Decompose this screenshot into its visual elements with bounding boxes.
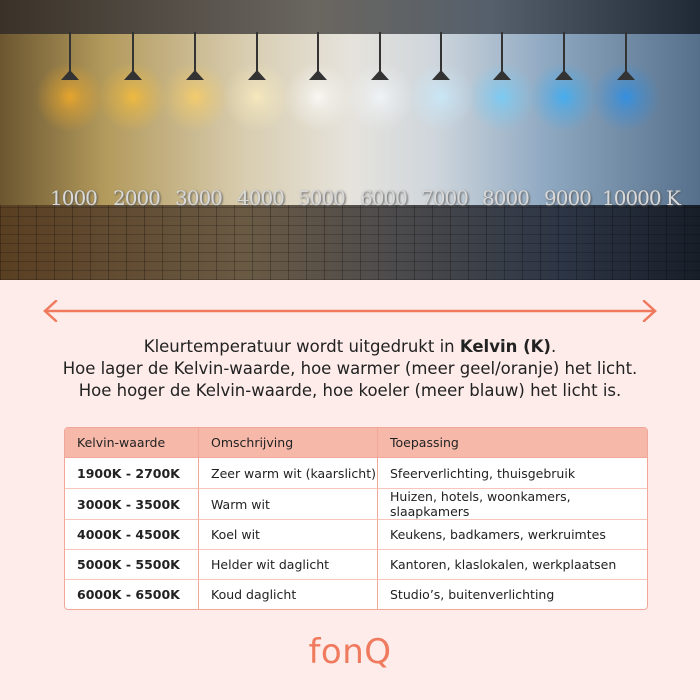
lamp-shade (555, 70, 573, 80)
lamp-shade (432, 70, 450, 80)
lamp-cord (132, 32, 134, 74)
floor (0, 205, 700, 280)
cell-kelvin: 5000K - 5500K (65, 549, 198, 579)
cell-description: Warm wit (198, 488, 377, 519)
cell-description: Zeer warm wit (kaarslicht) (198, 458, 377, 488)
lamp-cord (625, 32, 627, 74)
ceiling (0, 0, 700, 34)
table-row: 4000K - 4500K Koel wit Keukens, badkamers,… (65, 519, 647, 549)
header-description: Omschrijving (198, 428, 377, 458)
kelvin-scale-label: 1000 (50, 186, 98, 210)
lamp-shade (124, 70, 142, 80)
table-row: 3000K - 3500K Warm wit Huizen, hotels, woo… (65, 488, 647, 519)
lamp-cord (317, 32, 319, 74)
header-kelvin: Kelvin-waarde (65, 428, 198, 458)
cell-description: Koel wit (198, 519, 377, 549)
intro-line-3: Hoe hoger de Kelvin-waarde, hoe koeler (… (78, 381, 622, 400)
cell-application: Keukens, badkamers, werkruimtes (377, 519, 647, 549)
kelvin-scale-label: 2000 (113, 186, 161, 210)
kelvin-scale-label: 9000 (544, 186, 592, 210)
lamp-shade (493, 70, 511, 80)
lamp-cord (501, 32, 503, 74)
kelvin-table: Kelvin-waarde Omschrijving Toepassing 19… (64, 427, 648, 610)
fonq-logo: fonQ (308, 632, 392, 672)
kelvin-scale-label: 5000 (298, 186, 346, 210)
lamp-cord (256, 32, 258, 74)
lamp-cord (194, 32, 196, 74)
cell-kelvin: 1900K - 2700K (77, 465, 180, 481)
lamp-shade (61, 70, 79, 80)
lamp-shade (309, 70, 327, 80)
cell-application: Kantoren, klaslokalen, werkplaatsen (377, 549, 647, 579)
lamp-shade (248, 70, 266, 80)
double-arrow-icon (43, 300, 657, 322)
cell-description: Koud daglicht (198, 579, 377, 609)
intro-line-2: Hoe lager de Kelvin-waarde, hoe warmer (… (62, 359, 638, 378)
cell-description: Helder wit daglicht (198, 549, 377, 579)
lamp-shade (186, 70, 204, 80)
cell-application: Studio’s, buitenverlichting (377, 579, 647, 609)
lamp-cord (563, 32, 565, 74)
table-row: 1900K - 2700K Zeer warm wit (kaarslicht) S… (65, 458, 647, 488)
kelvin-scale-label: 4000 (237, 186, 285, 210)
cell-kelvin: 4000K - 4500K (65, 519, 198, 549)
lamp-shade (371, 70, 389, 80)
intro-line-1: Kleurtemperatuur wordt uitgedrukt in (143, 337, 460, 356)
kelvin-scale-label: 3000 (175, 186, 223, 210)
header-application: Toepassing (377, 428, 647, 458)
intro-text: Kleurtemperatuur wordt uitgedrukt in Kel… (0, 336, 700, 402)
table-row: 5000K - 5500K Helder wit daglicht Kantoren… (65, 549, 647, 579)
lamp-cord (379, 32, 381, 74)
kelvin-bold: Kelvin (K) (459, 337, 551, 356)
color-temperature-photo: 1000 2000 3000 4000 5000 6000 7000 8000 9000 1000… (0, 0, 700, 280)
lamp-shade (617, 70, 635, 80)
kelvin-scale-label: 6000 (360, 186, 408, 210)
cell-application: Sfeerverlichting, thuisgebruik (377, 458, 647, 488)
kelvin-scale-label: 8000 (482, 186, 530, 210)
lamp-cord (69, 32, 71, 74)
cell-kelvin: 3000K - 3500K (65, 488, 198, 519)
cell-application: Huizen, hotels, woonkamers, slaapkamers (377, 488, 647, 519)
kelvin-scale-label: 7000 (421, 186, 469, 210)
cell-kelvin: 6000K - 6500K (65, 579, 198, 609)
kelvin-scale-label: 10000 K (602, 186, 681, 210)
table-row: 6000K - 6500K Koud daglicht Studio’s, buit… (65, 579, 647, 609)
intro-line-1-end: . (550, 337, 557, 356)
lamp-cord (440, 32, 442, 74)
